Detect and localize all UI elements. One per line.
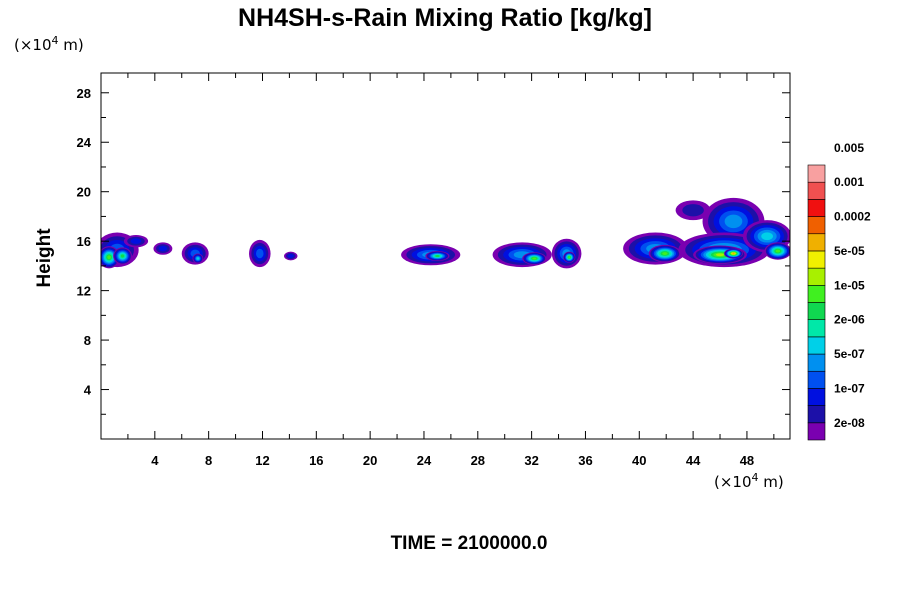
x-tick-label-48: 48 bbox=[740, 453, 754, 468]
blob-17-level-1 bbox=[682, 204, 704, 217]
blob-22-level-5 bbox=[761, 232, 773, 241]
y-tick-label-8: 8 bbox=[84, 333, 91, 348]
data-blob-12 bbox=[522, 252, 547, 265]
x-tick-label-4: 4 bbox=[151, 453, 159, 468]
y-tick-label-12: 12 bbox=[77, 284, 91, 299]
colorbar-swatch-3 bbox=[807, 370, 826, 389]
data-blob-2 bbox=[113, 247, 132, 265]
colorbar-swatch-15 bbox=[807, 164, 826, 183]
y-axis-label: Height bbox=[34, 228, 55, 288]
data-blob-7 bbox=[249, 239, 271, 268]
blob-16-level-8 bbox=[662, 252, 668, 255]
data-blob-17 bbox=[675, 200, 711, 221]
y-unit-exponent: 4 bbox=[52, 34, 59, 47]
colorbar: 2e-08 1e-07 5e-07 2e-06 1e-05 5e-05 0.0002 0.00… bbox=[807, 141, 871, 441]
colorbar-swatch-13 bbox=[807, 199, 826, 217]
x-tick-label-20: 20 bbox=[363, 453, 377, 468]
blob-3-level-2 bbox=[130, 238, 142, 244]
colorbar-label-3: 2e-06 bbox=[834, 313, 865, 327]
blob-14-level-8 bbox=[568, 256, 571, 259]
x-axis: 4 8 12 16 20 24 28 32 36 40 44 48 bbox=[127, 73, 775, 468]
blob-18-level-4 bbox=[724, 214, 743, 229]
x-tick-label-8: 8 bbox=[205, 453, 212, 468]
colorbar-label-0: 2e-08 bbox=[834, 416, 865, 430]
blob-21-level-11 bbox=[732, 252, 735, 255]
blob-7-level-3 bbox=[256, 248, 264, 259]
x-unit-suffix: m) bbox=[759, 473, 784, 491]
data-blob-1 bbox=[101, 246, 120, 269]
data-blob-16 bbox=[648, 244, 681, 263]
blob-1-level-8 bbox=[107, 255, 111, 260]
colorbar-swatch-14 bbox=[807, 181, 826, 200]
data-blob-10 bbox=[425, 251, 450, 261]
chart-title: NH4SH-s-Rain Mixing Ratio [kg/kg] bbox=[238, 4, 652, 32]
y-tick-label-28: 28 bbox=[77, 86, 91, 101]
y-tick-label-20: 20 bbox=[77, 185, 91, 200]
colorbar-swatch-4 bbox=[807, 353, 826, 372]
plot-area bbox=[101, 197, 790, 269]
y-unit-suffix: m) bbox=[59, 36, 84, 54]
data-blob-21 bbox=[724, 248, 743, 259]
colorbar-swatch-12 bbox=[807, 216, 826, 235]
y-tick-label-24: 24 bbox=[77, 135, 92, 150]
x-unit-exponent: 4 bbox=[752, 471, 759, 484]
blob-6-level-5 bbox=[196, 257, 200, 260]
colorbar-label-2: 5e-07 bbox=[834, 347, 865, 361]
colorbar-label-7: 0.001 bbox=[834, 175, 864, 189]
colorbar-swatch-10 bbox=[807, 250, 826, 269]
x-unit-prefix: (×10 bbox=[714, 473, 752, 491]
blob-10-level-7 bbox=[435, 255, 440, 257]
y-axis: 4 8 12 16 20 24 28 bbox=[77, 86, 790, 415]
x-tick-label-32: 32 bbox=[524, 453, 538, 468]
colorbar-swatch-5 bbox=[807, 336, 826, 355]
blob-12-level-8 bbox=[532, 257, 537, 260]
x-tick-label-12: 12 bbox=[255, 453, 269, 468]
x-tick-label-24: 24 bbox=[417, 453, 432, 468]
data-blob-3 bbox=[123, 234, 149, 248]
blob-8-level-2 bbox=[287, 254, 294, 258]
colorbar-swatch-2 bbox=[807, 388, 826, 406]
x-tick-label-16: 16 bbox=[309, 453, 323, 468]
colorbar-label-4: 1e-05 bbox=[834, 278, 865, 292]
y-tick-label-4: 4 bbox=[84, 383, 92, 398]
colorbar-swatch-11 bbox=[807, 233, 826, 252]
data-blob-8 bbox=[284, 251, 298, 261]
data-blob-14 bbox=[563, 251, 576, 263]
y-unit-label: (×104 m) bbox=[14, 34, 84, 54]
colorbar-label-8: 0.005 bbox=[834, 141, 864, 155]
x-tick-label-28: 28 bbox=[471, 453, 485, 468]
colorbar-label-1: 1e-07 bbox=[834, 381, 865, 395]
colorbar-label-5: 5e-05 bbox=[834, 244, 865, 258]
x-tick-label-44: 44 bbox=[686, 453, 701, 468]
y-unit-prefix: (×10 bbox=[14, 36, 52, 54]
colorbar-label-6: 0.0002 bbox=[834, 210, 871, 224]
colorbar-swatch-8 bbox=[807, 285, 826, 303]
data-blob-4 bbox=[153, 242, 173, 255]
y-tick-label-16: 16 bbox=[77, 234, 91, 249]
colorbar-swatch-1 bbox=[807, 405, 826, 424]
blob-23-level-8 bbox=[775, 249, 781, 253]
colorbar-swatch-6 bbox=[807, 319, 826, 338]
x-tick-label-40: 40 bbox=[632, 453, 646, 468]
plot-frame bbox=[100, 72, 791, 440]
blob-20-level-9 bbox=[715, 253, 725, 257]
blob-4-level-2 bbox=[158, 245, 168, 252]
time-label: TIME = 2100000.0 bbox=[391, 533, 548, 554]
blob-2-level-7 bbox=[120, 254, 125, 258]
data-blob-23 bbox=[764, 242, 790, 260]
x-unit-label: (×104 m) bbox=[714, 471, 784, 491]
colorbar-swatch-0 bbox=[807, 422, 826, 441]
colorbar-swatch-9 bbox=[807, 267, 826, 286]
colorbar-swatch-7 bbox=[807, 302, 826, 320]
x-tick-label-36: 36 bbox=[578, 453, 592, 468]
data-blob-6 bbox=[192, 253, 204, 264]
